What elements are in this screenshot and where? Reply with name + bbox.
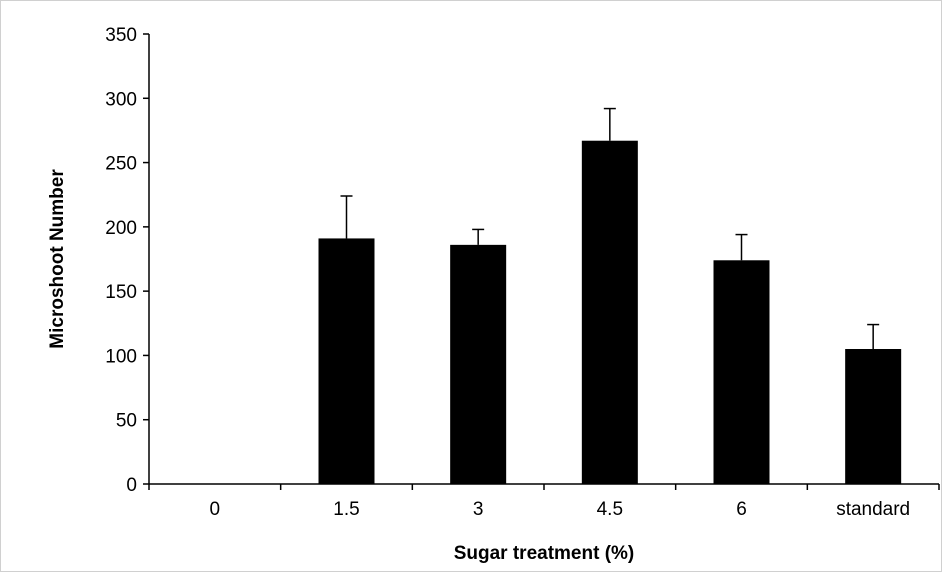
bar: [318, 238, 375, 484]
y-axis-title: Microshoot Number: [47, 169, 68, 349]
bar: [450, 244, 507, 484]
error-bars: [340, 107, 880, 349]
y-tick-label: 50: [116, 411, 137, 432]
tick-labels: 0 50 100 150 200 250 300 350 0 1.5 3 4.5 6 standard: [105, 25, 910, 520]
bars: [318, 140, 902, 484]
bar: [845, 349, 902, 484]
y-tick-label: 0: [126, 475, 137, 496]
x-tick-label: 4.5: [597, 499, 623, 520]
y-tick-label: 100: [105, 346, 137, 367]
bar: [581, 140, 638, 484]
x-tick-label: 3: [473, 499, 484, 520]
y-tick-label: 150: [105, 282, 137, 303]
y-tick-label: 300: [105, 89, 137, 110]
y-tick-label: 250: [105, 154, 137, 175]
bar: [713, 260, 770, 484]
y-tick-label: 350: [105, 25, 137, 46]
x-axis-title: Sugar treatment (%): [454, 543, 635, 564]
x-tick-label: standard: [836, 499, 910, 520]
x-tick-label: 1.5: [333, 499, 359, 520]
y-tick-label: 200: [105, 218, 137, 239]
axes: [143, 33, 940, 490]
x-tick-label: 6: [736, 499, 747, 520]
x-tick-label: 0: [210, 499, 221, 520]
